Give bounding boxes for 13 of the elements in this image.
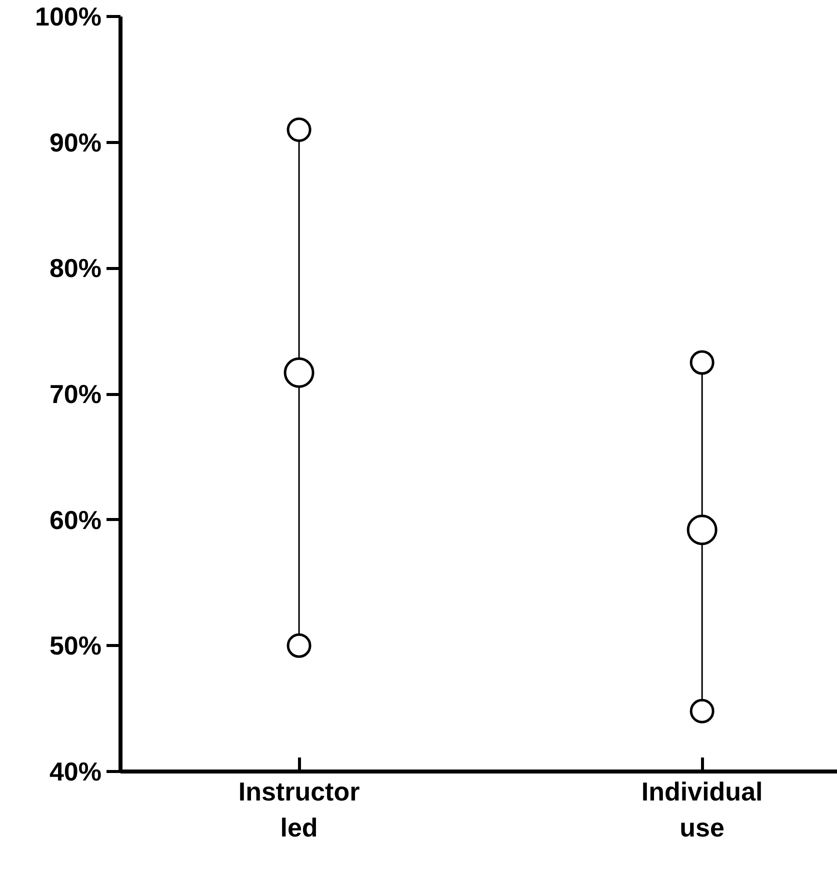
y-tick-label: 60% bbox=[49, 504, 102, 535]
y-tick-label: 40% bbox=[49, 756, 102, 786]
y-tick-label: 50% bbox=[49, 630, 102, 661]
point bbox=[686, 514, 718, 546]
y-tick-label: 70% bbox=[49, 379, 102, 409]
x-tick-label: Instructor led bbox=[238, 776, 360, 842]
point bbox=[690, 350, 714, 375]
y-tick-label: 90% bbox=[49, 127, 102, 158]
point bbox=[286, 633, 312, 658]
point bbox=[284, 357, 314, 388]
y-tick-label: 80% bbox=[49, 253, 102, 284]
y-tick-label: 100% bbox=[35, 2, 102, 32]
x-tick-label: Individual use bbox=[641, 776, 763, 842]
